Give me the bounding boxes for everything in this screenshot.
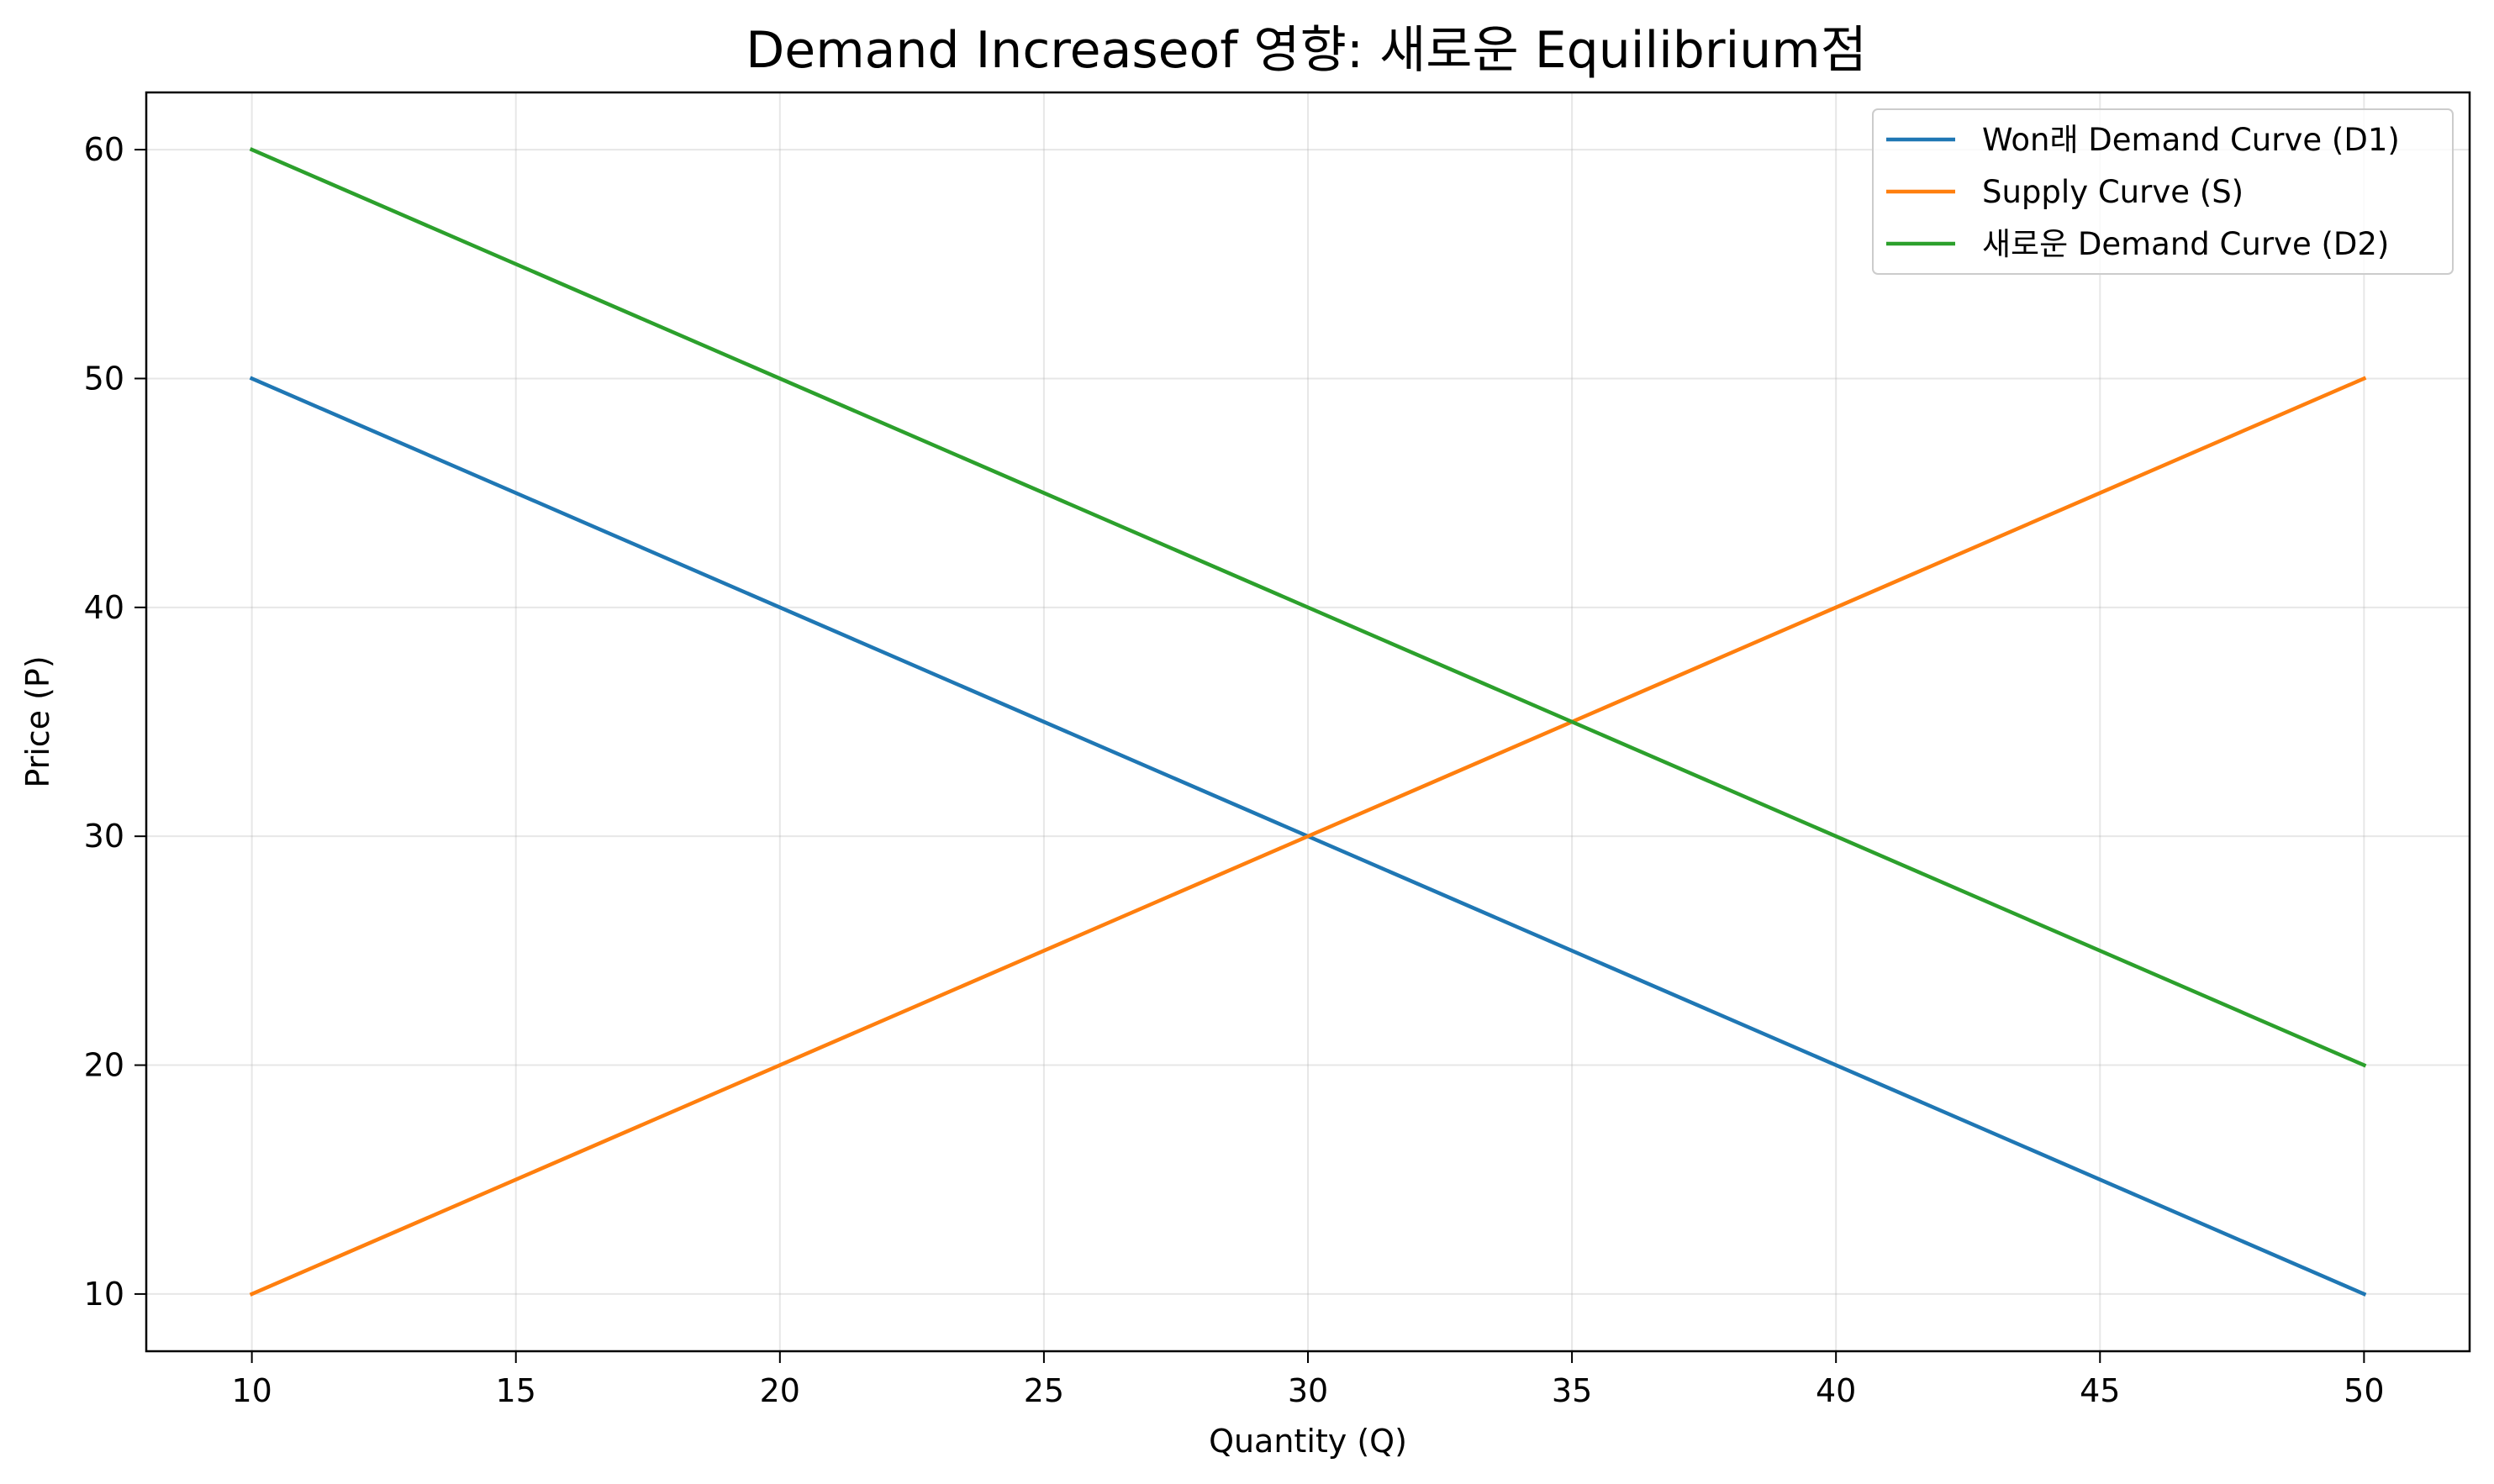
legend-box xyxy=(1872,108,2454,275)
y-tick-label: 30 xyxy=(84,818,124,855)
grid-layer xyxy=(146,92,2470,1351)
tick-layer: 10 15 20 25 30 35 40 45 50 10 20 30 40 50 60 xyxy=(84,131,2385,1409)
x-tick-label: 40 xyxy=(1816,1372,1856,1409)
series-line-2 xyxy=(249,376,2367,1297)
x-tick-label: 20 xyxy=(760,1372,800,1409)
legend-entry-3: 새로운 Demand Curve (D2) xyxy=(1982,226,2389,262)
legend-entry-1: Won래 Demand Curve (D1) xyxy=(1982,122,2400,158)
y-tick-label: 10 xyxy=(84,1276,124,1313)
y-tick-label: 20 xyxy=(84,1047,124,1084)
x-axis-label: Quantity (Q) xyxy=(1209,1423,1407,1460)
y-axis-label: Price (P) xyxy=(19,655,56,787)
x-tick-label: 10 xyxy=(231,1372,272,1409)
x-tick-label: 45 xyxy=(2080,1372,2120,1409)
x-tick-label: 25 xyxy=(1024,1372,1064,1409)
legend: Won래 Demand Curve (D1) Supply Curve (S) 새로… xyxy=(1872,108,2454,275)
series-line-3 xyxy=(249,147,2367,1068)
x-tick-label: 30 xyxy=(1288,1372,1328,1409)
x-tick-label: 50 xyxy=(2344,1372,2384,1409)
y-tick-label: 60 xyxy=(84,131,124,168)
chart-title: Demand Increaseof 영향: 새로운 Equilibrium점 xyxy=(746,21,1867,80)
x-tick-label: 15 xyxy=(496,1372,536,1409)
y-tick-label: 50 xyxy=(84,360,124,397)
x-tick-label: 35 xyxy=(1552,1372,1592,1409)
y-tick-label: 40 xyxy=(84,589,124,626)
series-layer xyxy=(249,147,2367,1297)
legend-entry-2: Supply Curve (S) xyxy=(1982,174,2244,210)
